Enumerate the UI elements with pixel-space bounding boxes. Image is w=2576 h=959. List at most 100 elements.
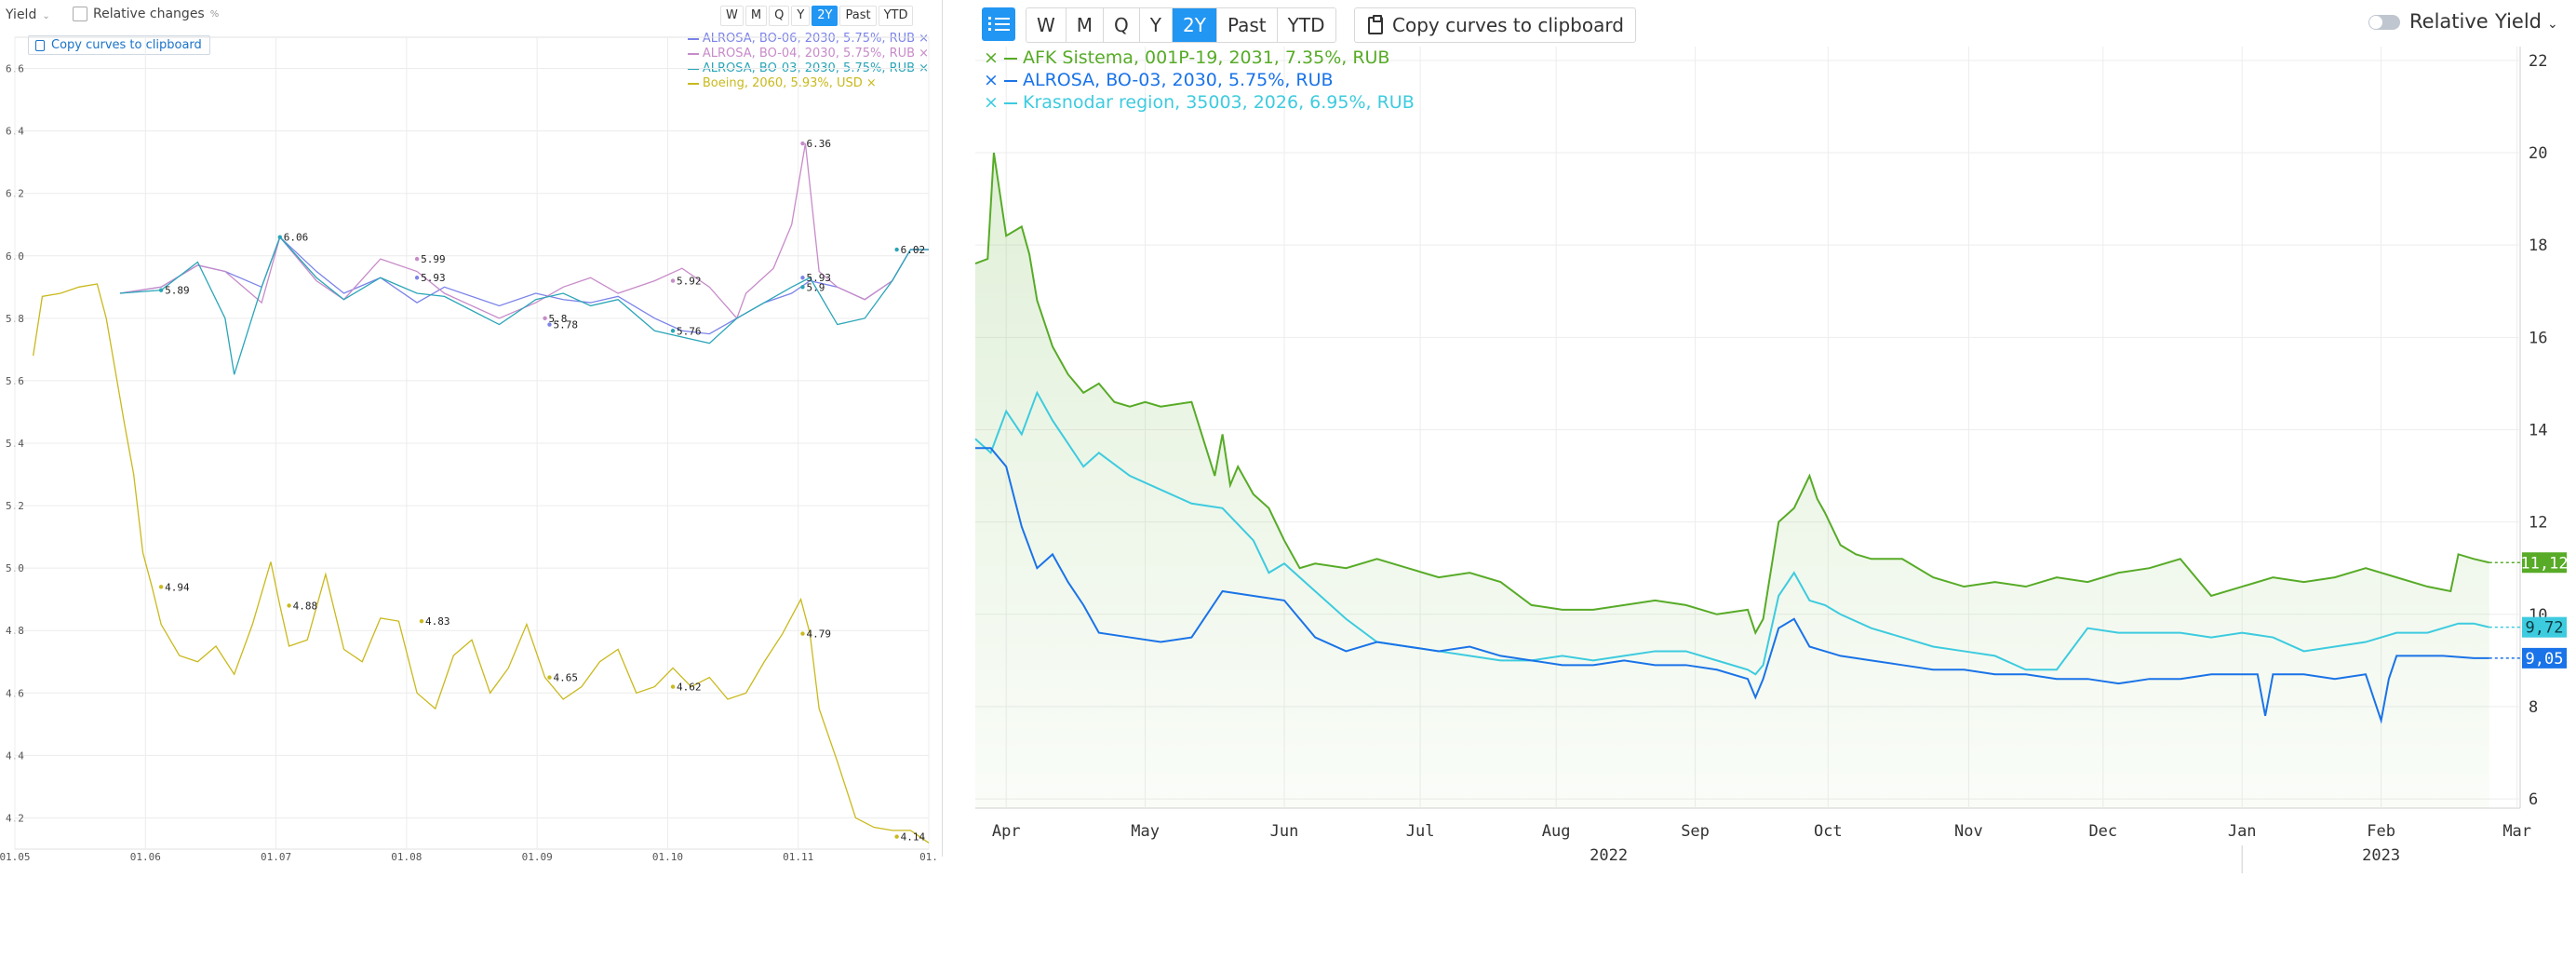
yield-label: Yield (6, 7, 37, 22)
legend-label: ALROSA, BO-03, 2030, 5.75%, RUB (1023, 70, 1334, 90)
relative-label: Relative (2409, 10, 2489, 33)
x-tick-label: Sep (1681, 822, 1710, 841)
copy-curves-label: Copy curves to clipboard (51, 38, 202, 52)
x-tick-label: Aug (1542, 822, 1571, 841)
period-q-button[interactable]: Q (769, 6, 790, 26)
list-icon (995, 18, 1010, 20)
data-point (414, 256, 420, 262)
remove-series-icon[interactable]: × (984, 47, 999, 68)
period-q-button[interactable]: Q (1104, 8, 1140, 42)
legend-item[interactable]: × Krasnodar region, 35003, 2026, 6.95%, R… (984, 91, 1415, 114)
legend-swatch (1004, 79, 1017, 82)
data-label: 5.89 (165, 285, 190, 297)
x-tick-label: Jul (1406, 822, 1435, 841)
x-tick-label: 01.09 (522, 851, 553, 863)
relative-changes-label: Relative changes (93, 7, 205, 21)
data-point (547, 322, 552, 327)
period-m-button[interactable]: M (1066, 8, 1105, 42)
period-ytd-button[interactable]: YTD (878, 6, 914, 26)
data-point (414, 276, 420, 280)
right-chart-panel: W M Q Y 2Y Past YTD Copy curves to clipb… (973, 0, 2576, 959)
last-value-label: 9,72 (2526, 619, 2564, 638)
x-tick-label: Dec (2088, 822, 2117, 841)
data-label: 6.06 (284, 232, 309, 244)
checkbox[interactable] (73, 7, 87, 21)
period-w-button[interactable]: W (1026, 8, 1067, 42)
period-2y-button[interactable]: 2Y (812, 6, 839, 26)
relative-toggle[interactable] (2368, 15, 2400, 30)
legend-item[interactable]: × AFK Sistema, 001P-19, 2031, 7.35%, RUB (984, 47, 1415, 69)
period-past-button[interactable]: Past (839, 6, 877, 26)
last-value-badge (2522, 647, 2567, 669)
copy-curves-button[interactable]: Copy curves to clipboard (28, 35, 210, 55)
remove-series-icon[interactable]: × (984, 92, 999, 113)
y-tick-label: 8 (2529, 698, 2538, 717)
x-tick-label: 01.05 (0, 851, 31, 863)
x-tick-label: Jun (1270, 822, 1299, 841)
chevron-down-icon: ⌄ (42, 11, 50, 21)
series-line (32, 283, 930, 844)
series-line (119, 142, 929, 320)
chevron-down-icon: ⌄ (2547, 17, 2558, 32)
last-value-label: 11,12 (2520, 554, 2568, 573)
data-point (419, 618, 424, 624)
data-label: 4.14 (901, 831, 926, 844)
legend: × AFK Sistema, 001P-19, 2031, 7.35%, RUB ×… (984, 47, 1415, 114)
data-label: 4.65 (553, 672, 578, 684)
data-label: 6.36 (806, 138, 831, 150)
y-tick-label: 12 (2529, 514, 2547, 533)
copy-curves-button[interactable]: Copy curves to clipboard (1354, 7, 1636, 43)
legend-item[interactable]: Boeing, 2060, 5.93%, USD × (687, 76, 929, 91)
remove-series-icon[interactable]: × (865, 76, 877, 90)
y-tick-label: 6 (2529, 790, 2538, 809)
yield-selector[interactable]: Yield ⌄ (6, 7, 50, 22)
period-y-button[interactable]: Y (1139, 8, 1174, 42)
data-label: 5.93 (806, 272, 831, 284)
toggle-knob (2369, 16, 2382, 29)
last-value-label: 9,05 (2526, 650, 2564, 669)
legend-item[interactable]: × ALROSA, BO-03, 2030, 5.75%, RUB (984, 69, 1415, 91)
x-tick-label: Apr (992, 822, 1021, 841)
period-selector: W M Q Y 2Y Past YTD (720, 6, 914, 26)
data-point (800, 141, 805, 146)
year-label: 2023 (2362, 846, 2400, 865)
legend-swatch (1004, 57, 1017, 60)
data-label: 5.92 (677, 276, 702, 288)
data-point (547, 675, 552, 680)
data-point (158, 585, 164, 589)
relative-changes-toggle[interactable]: Relative changes % (73, 7, 219, 21)
data-point (800, 276, 805, 280)
legend-item[interactable]: ALROSA, BO-06, 2030, 5.75%, RUB × (687, 32, 929, 47)
data-label: 4.79 (806, 628, 831, 641)
legend-label: ALROSA, BO-06, 2030, 5.75%, RUB (702, 32, 916, 46)
period-past-button[interactable]: Past (1216, 8, 1278, 42)
period-2y-button[interactable]: 2Y (1173, 8, 1217, 42)
legend-label: Krasnodar region, 35003, 2026, 6.95%, RU… (1023, 92, 1415, 113)
data-label: 4.62 (677, 682, 702, 694)
remove-series-icon[interactable]: × (919, 32, 929, 46)
legend-item[interactable]: ALROSA, BO-04, 2030, 5.75%, RUB × (687, 47, 929, 61)
legend-label: AFK Sistema, 001P-19, 2031, 7.35%, RUB (1023, 47, 1390, 68)
data-label: 5.93 (421, 272, 446, 284)
yield-selector[interactable]: Yield ⌄ (2495, 10, 2558, 33)
menu-button[interactable] (982, 7, 1015, 41)
x-tick-label: Jan (2228, 822, 2257, 841)
data-point (158, 288, 164, 292)
data-point (277, 235, 282, 239)
period-y-button[interactable]: Y (791, 6, 811, 26)
last-value-badge (2522, 616, 2567, 638)
data-point (670, 278, 676, 283)
x-tick-label: 01. (919, 851, 938, 863)
x-tick-label: 01.10 (652, 851, 683, 863)
period-ytd-button[interactable]: YTD (1277, 8, 1335, 42)
x-tick-label: 01.08 (391, 851, 422, 863)
x-tick-label: 01.11 (783, 851, 813, 863)
x-tick-label: Feb (2367, 822, 2395, 841)
x-tick-label: Oct (1814, 822, 1843, 841)
yield-label: Yield (2495, 10, 2542, 33)
x-tick-label: May (1131, 822, 1160, 841)
remove-series-icon[interactable]: × (984, 70, 999, 90)
period-w-button[interactable]: W (720, 6, 744, 26)
period-m-button[interactable]: M (745, 6, 768, 26)
remove-series-icon[interactable]: × (919, 47, 929, 61)
